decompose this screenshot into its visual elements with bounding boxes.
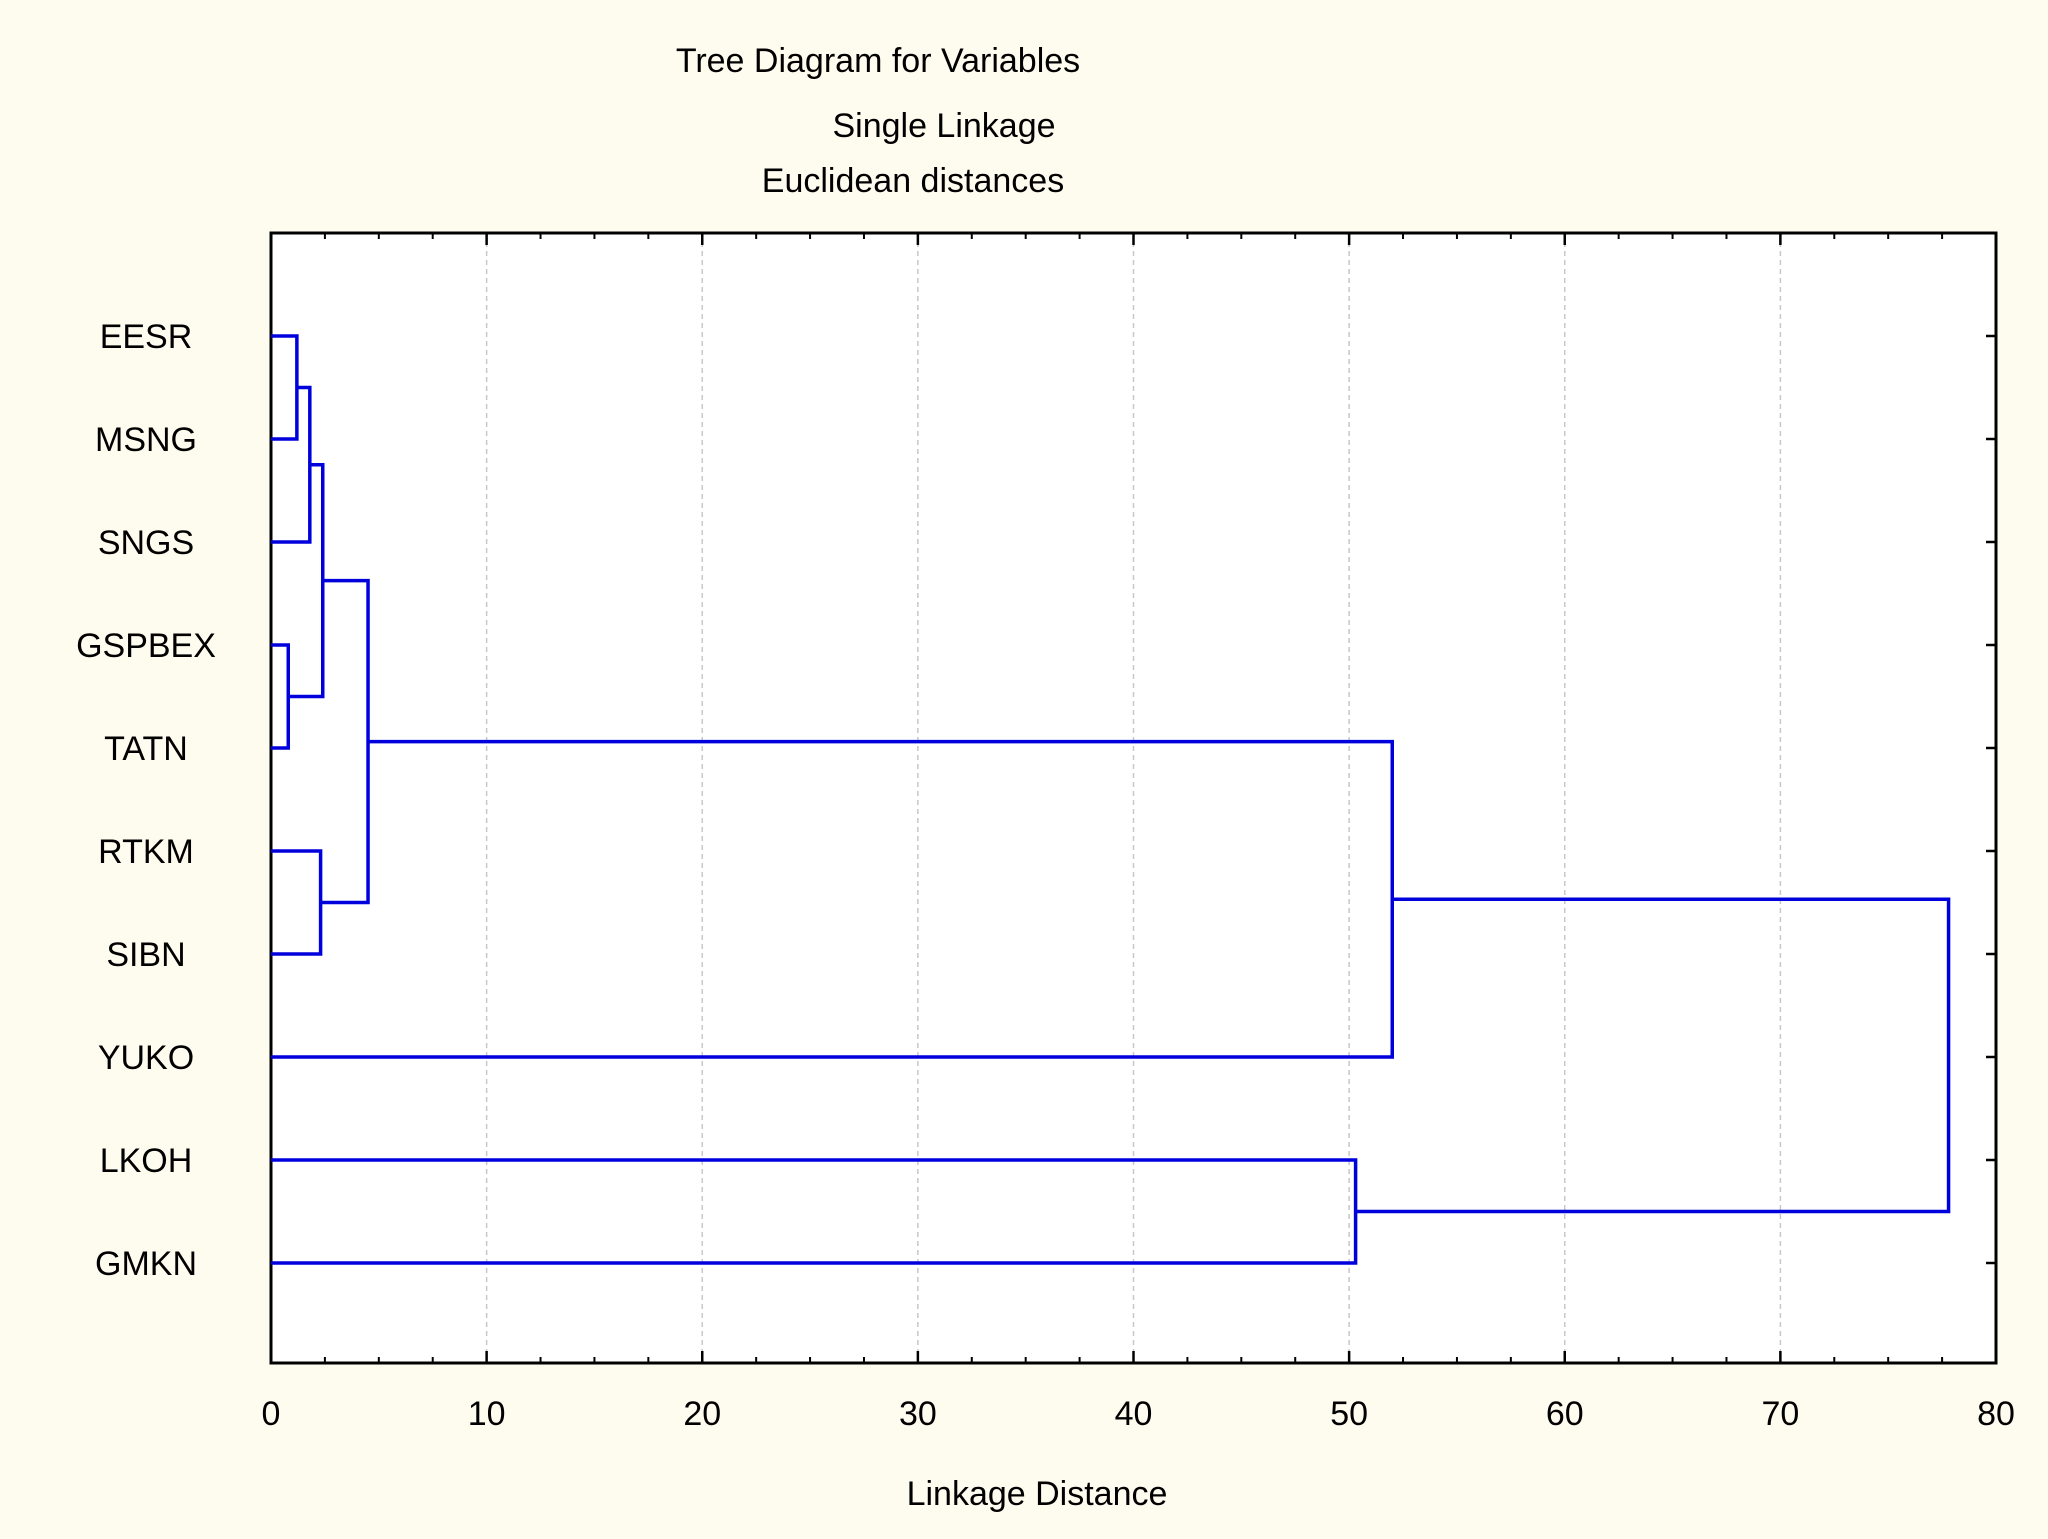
x-tick-labels: 0 10 20 30 40 50 60 70 80 — [262, 1395, 2015, 1433]
x-tick-label: 40 — [1115, 1395, 1153, 1433]
dendrogram-link — [320, 578, 370, 905]
x-axis-label: Linkage Distance — [907, 1475, 1168, 1513]
x-tick-label: 70 — [1761, 1395, 1799, 1433]
x-tick-label: 10 — [468, 1395, 506, 1433]
variable-label: YUKO — [98, 1039, 194, 1077]
variable-label: RTKM — [98, 833, 194, 871]
variable-label: EESR — [100, 318, 193, 356]
chart-subtitle-distance: Euclidean distances — [762, 162, 1064, 200]
variable-label: SIBN — [106, 936, 185, 974]
x-tick-label: 0 — [262, 1395, 281, 1433]
variable-label: SNGS — [98, 524, 194, 562]
x-tick-label: 20 — [683, 1395, 721, 1433]
x-tick-label: 60 — [1546, 1395, 1584, 1433]
chart-subtitle-linkage: Single Linkage — [832, 107, 1055, 145]
x-tick-label: 50 — [1330, 1395, 1368, 1433]
dendrogram-links — [271, 334, 1951, 1265]
plot-area — [269, 231, 1998, 1365]
variable-label: GMKN — [95, 1245, 197, 1283]
dendrogram-link — [271, 1158, 1358, 1265]
variable-labels: EESR MSNG SNGS GSPBEX TATN RTKM SIBN YUKO LKOH GM… — [76, 318, 216, 1283]
variable-label: GSPBEX — [76, 627, 216, 665]
x-tick-label: 30 — [899, 1395, 937, 1433]
x-tick-label: 80 — [1977, 1395, 2015, 1433]
variable-label: MSNG — [95, 421, 197, 459]
variable-label: TATN — [104, 730, 188, 768]
chart-title: Tree Diagram for Variables — [676, 42, 1080, 80]
variable-label: LKOH — [100, 1142, 193, 1180]
dendrogram-link — [1355, 897, 1951, 1214]
